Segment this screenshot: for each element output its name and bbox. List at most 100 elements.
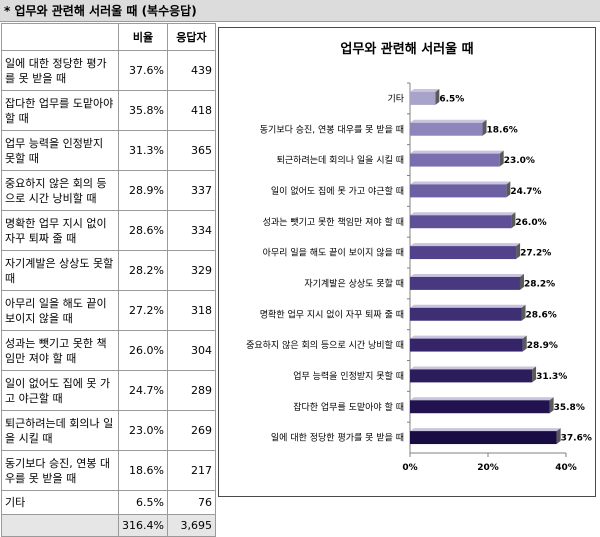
bar-side-face [516, 243, 521, 260]
bar-top-face [410, 335, 527, 339]
table-row: 자기계발은 상상도 못할 때 28.2% 329 [1, 250, 216, 291]
category-label: 동기보다 승진, 연봉 대우를 못 받을 때 [260, 124, 404, 135]
total-count: 3,695 [166, 514, 216, 537]
bar [410, 246, 517, 260]
row-count: 418 [166, 90, 216, 131]
row-rate: 27.2% [118, 290, 168, 331]
bar-top-face [410, 88, 440, 92]
bar [410, 91, 436, 105]
bar-top-face [410, 397, 554, 401]
bar-top-face [410, 428, 561, 432]
bar-side-face [549, 397, 554, 414]
row-count: 304 [166, 330, 216, 371]
row-label: 잡다한 업무를 도맡아야 할 때 [1, 90, 119, 131]
table-header-rate: 비율 [118, 23, 168, 51]
data-label: 23.0% [504, 156, 535, 166]
data-label: 37.6% [561, 434, 592, 444]
chart-title: 업무와 관련해 서러울 때 [340, 41, 473, 57]
category-label: 일이 없어도 집에 못 가고 야근할 때 [271, 185, 404, 197]
data-table: 비율 응답자 일에 대한 정당한 평가를 못 받을 때 37.6% 439 잡다… [1, 23, 216, 537]
bar-side-face [506, 181, 511, 198]
row-label: 성과는 뺏기고 못한 책임만 져야 할 때 [1, 330, 119, 371]
row-count: 337 [166, 170, 216, 211]
category-label: 일에 대한 정당한 평가를 못 받을 때 [271, 433, 404, 444]
row-count: 76 [166, 490, 216, 515]
data-label: 6.5% [439, 94, 464, 104]
bar [410, 338, 523, 352]
row-label: 아무리 일을 해도 끝이 보이지 않을 때 [1, 290, 119, 331]
table-row: 중요하지 않은 회의 등으로 시간 낭비할 때 28.9% 337 [1, 170, 216, 211]
table-row: 기타 6.5% 76 [1, 490, 216, 515]
row-label: 동기보다 승진, 연봉 대우를 못 받을 때 [1, 450, 119, 491]
row-count: 329 [166, 250, 216, 291]
row-count: 439 [166, 50, 216, 91]
bar-top-face [410, 304, 526, 308]
bar [410, 153, 500, 167]
bar-side-face [482, 119, 487, 136]
row-count: 365 [166, 130, 216, 171]
data-label: 24.7% [510, 187, 541, 197]
data-label: 28.9% [527, 341, 558, 351]
bar [410, 307, 522, 321]
row-label: 퇴근하려는데 회의나 일을 시킬 때 [1, 410, 119, 451]
category-label: 잡다한 업무를 도맡아야 할 때 [293, 401, 404, 413]
table-header-blank [1, 23, 119, 51]
row-rate: 37.6% [118, 50, 168, 91]
bar [410, 369, 533, 383]
table-header-row: 비율 응답자 [1, 23, 216, 51]
row-label: 명확한 업무 지시 없이 자꾸 퇴짜 줄 때 [1, 210, 119, 251]
category-label: 아무리 일을 해도 끝이 보이지 않을 때 [263, 248, 404, 259]
row-rate: 28.2% [118, 250, 168, 291]
data-label: 31.3% [536, 372, 567, 382]
table-row: 일이 없어도 집에 못 가고 야근할 때 24.7% 289 [1, 370, 216, 411]
data-label: 27.2% [520, 249, 551, 259]
bar [410, 276, 520, 290]
row-count: 289 [166, 370, 216, 411]
table-total-row: 316.4% 3,695 [1, 514, 216, 537]
bar-top-face [410, 366, 537, 370]
table-row: 퇴근하려는데 회의나 일을 시킬 때 23.0% 269 [1, 410, 216, 451]
row-rate: 31.3% [118, 130, 168, 171]
table-row: 잡다한 업무를 도맡아야 할 때 35.8% 418 [1, 90, 216, 131]
table-row: 업무 능력을 인정받지 못할 때 31.3% 365 [1, 130, 216, 171]
row-rate: 26.0% [118, 330, 168, 371]
data-label: 18.6% [487, 125, 518, 135]
x-tick-label: 0% [402, 463, 417, 473]
table-row: 명확한 업무 지시 없이 자꾸 퇴짜 줄 때 28.6% 334 [1, 210, 216, 251]
row-rate: 28.9% [118, 170, 168, 211]
bar [410, 122, 483, 136]
page-title: * 업무와 관련해 서러울 때 (복수응답) [0, 0, 600, 22]
row-label: 중요하지 않은 회의 등으로 시간 낭비할 때 [1, 170, 119, 211]
row-label: 업무 능력을 인정받지 못할 때 [1, 130, 119, 171]
bar-top-face [410, 212, 516, 216]
row-rate: 28.6% [118, 210, 168, 251]
x-tick-label: 40% [555, 463, 577, 473]
category-label: 성과는 뺏기고 못한 책임만 져야 할 때 [263, 216, 404, 228]
row-rate: 35.8% [118, 90, 168, 131]
bar-side-face [556, 428, 561, 445]
bar-chart: 업무와 관련해 서러울 때기타 6.5% 동기보다 승진, 연봉 대우를 못 받을 … [246, 41, 592, 473]
total-rate: 316.4% [118, 514, 168, 537]
bar [410, 431, 557, 445]
bar-side-face [532, 366, 537, 383]
x-tick-label: 20% [477, 463, 499, 473]
row-label: 일에 대한 정당한 평가를 못 받을 때 [1, 50, 119, 91]
bar-side-face [521, 304, 526, 321]
bar [410, 400, 550, 414]
bar [410, 215, 512, 229]
table-row: 아무리 일을 해도 끝이 보이지 않을 때 27.2% 318 [1, 290, 216, 331]
bar-top-face [410, 273, 524, 277]
category-label: 기타 [387, 93, 404, 104]
category-label: 명확한 업무 지시 없이 자꾸 퇴짜 줄 때 [260, 308, 404, 320]
category-label: 자기계발은 상상도 못할 때 [304, 277, 404, 289]
row-label: 자기계발은 상상도 못할 때 [1, 250, 119, 291]
table-row: 성과는 뺏기고 못한 책임만 져야 할 때 26.0% 304 [1, 330, 216, 371]
row-rate: 23.0% [118, 410, 168, 451]
bar-side-face [522, 335, 527, 352]
bar-top-face [410, 181, 511, 185]
data-label: 26.0% [515, 218, 546, 228]
data-label: 28.2% [524, 279, 555, 289]
data-label: 28.6% [526, 310, 557, 320]
total-label-blank [1, 514, 119, 537]
